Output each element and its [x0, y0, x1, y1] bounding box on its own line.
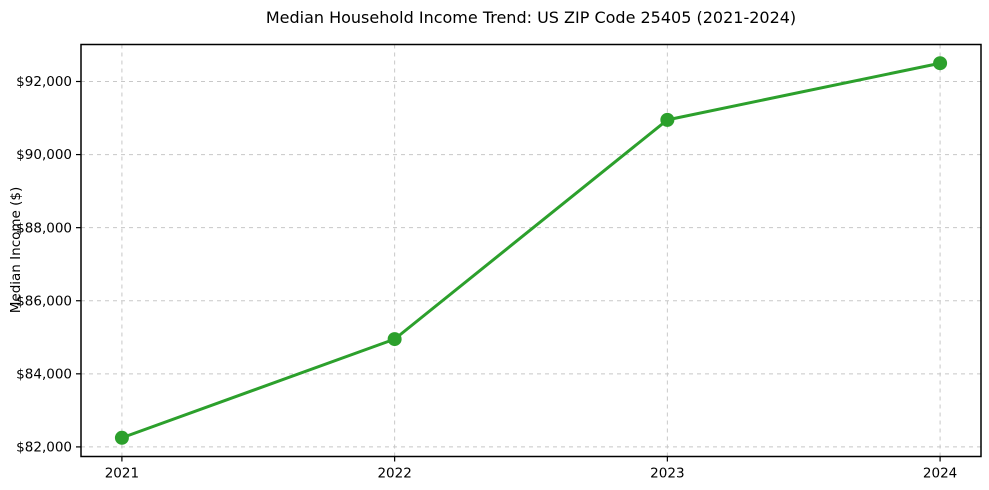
income-trend-line: [120, 61, 942, 440]
y-tick-label: $92,000: [16, 74, 72, 90]
data-point-2024: [933, 56, 948, 71]
data-point-2023: [660, 112, 675, 127]
x-tick-label: 2023: [650, 466, 684, 482]
y-tick-label: $86,000: [16, 293, 72, 309]
x-tick-label: 2024: [923, 466, 957, 482]
y-tick-label: $90,000: [16, 147, 72, 163]
y-tick-label: $82,000: [16, 439, 72, 455]
chart-title: Median Household Income Trend: US ZIP Co…: [265, 8, 797, 27]
data-point-2022: [387, 332, 402, 347]
x-tick-label: 2021: [105, 466, 139, 482]
x-tick-label: 2022: [377, 466, 411, 482]
y-tick-label: $84,000: [16, 366, 72, 382]
y-tick-label: $88,000: [16, 220, 72, 236]
data-point-2021: [114, 430, 129, 445]
plot-frame: [80, 43, 982, 458]
